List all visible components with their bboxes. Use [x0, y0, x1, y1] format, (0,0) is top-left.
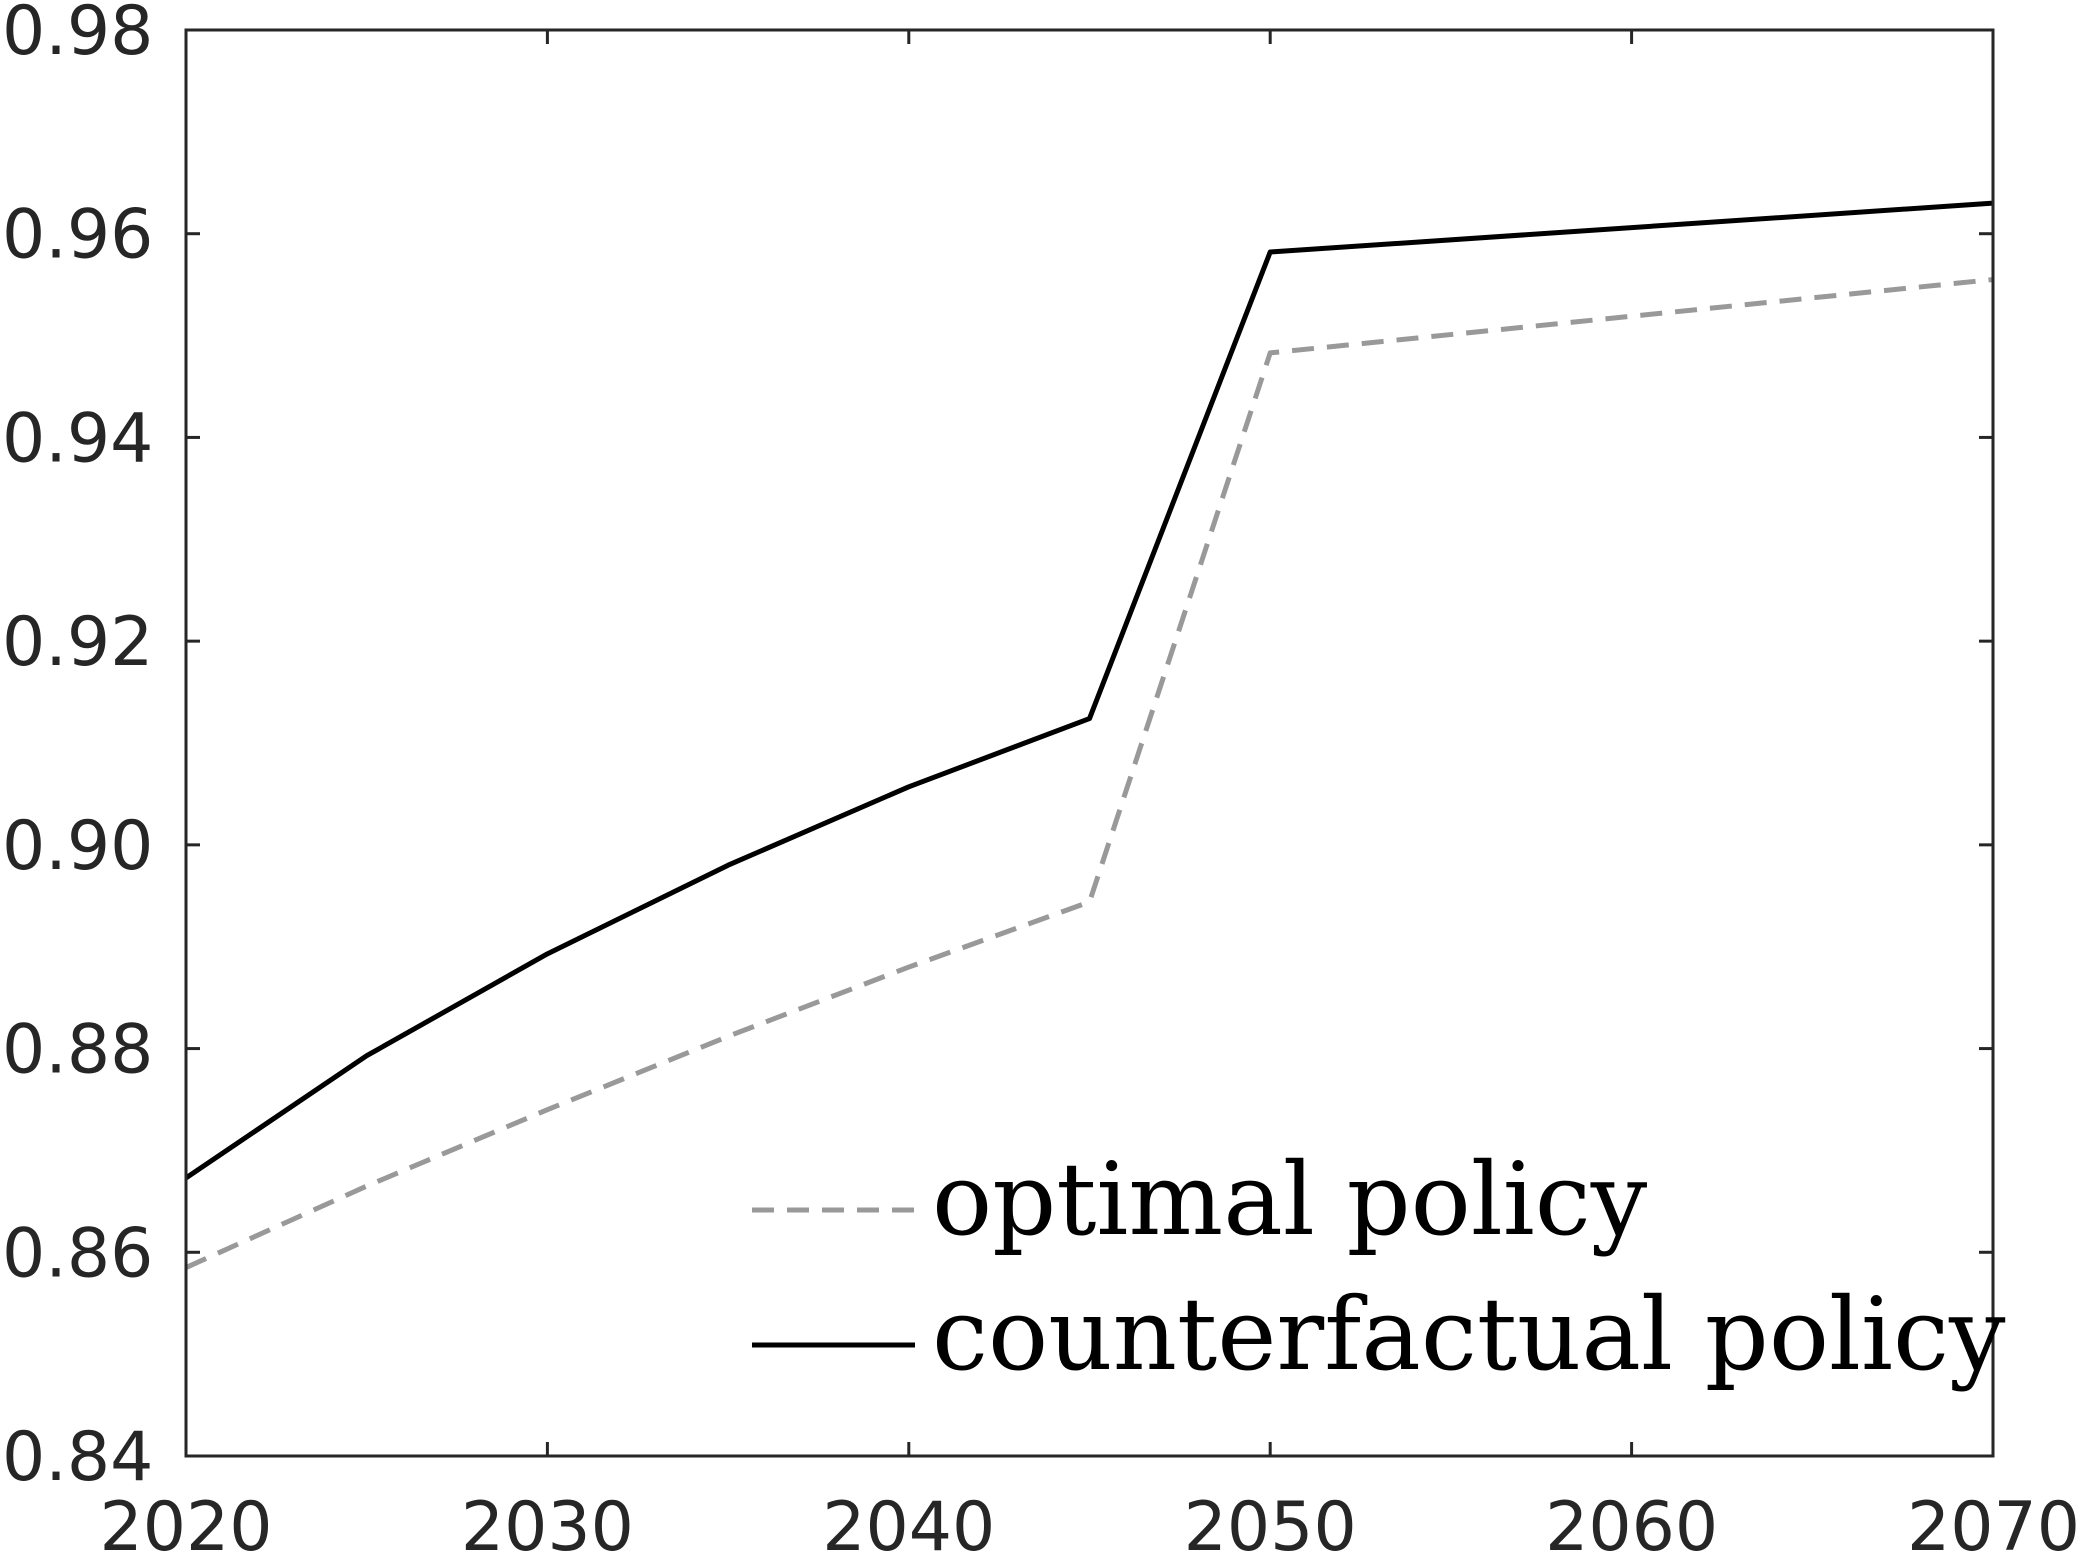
series-line-counterfactual-policy [184, 200, 1994, 1181]
y-tick-label: 0.90 [2, 807, 153, 886]
x-tick-label: 2020 [99, 1488, 272, 1554]
y-tick-label: 0.86 [2, 1214, 153, 1293]
x-tick-label: 2040 [822, 1488, 995, 1554]
plot-area [186, 30, 1993, 1456]
y-tick-label: 0.88 [2, 1011, 153, 1090]
series-line-optimal-policy [184, 277, 1994, 1270]
legend-label: counterfactual policy [932, 1276, 2006, 1393]
x-tick-label: 2060 [1545, 1488, 1718, 1554]
legend-label: optimal policy [932, 1141, 1648, 1258]
x-tick-label: 2070 [1907, 1488, 2080, 1554]
y-tick-label: 0.92 [2, 603, 153, 682]
legend: optimal policy counterfactual policy [752, 1141, 2006, 1393]
y-tick-label: 0.84 [2, 1418, 153, 1497]
y-tick-label: 0.98 [2, 0, 153, 71]
x-tick-label: 2050 [1184, 1488, 1357, 1554]
y-tick-label: 0.94 [2, 399, 153, 478]
series-layer [184, 200, 1994, 1270]
x-tick-labels: 2020 2030 2040 2050 2060 2070 [99, 1488, 2080, 1554]
y-tick-labels: 0.84 0.86 0.88 0.90 0.92 0.94 0.96 0.98 [2, 0, 153, 1497]
x-tick-label: 2030 [461, 1488, 634, 1554]
y-tick-label: 0.96 [2, 196, 153, 275]
plot-frame [184, 28, 1995, 1458]
